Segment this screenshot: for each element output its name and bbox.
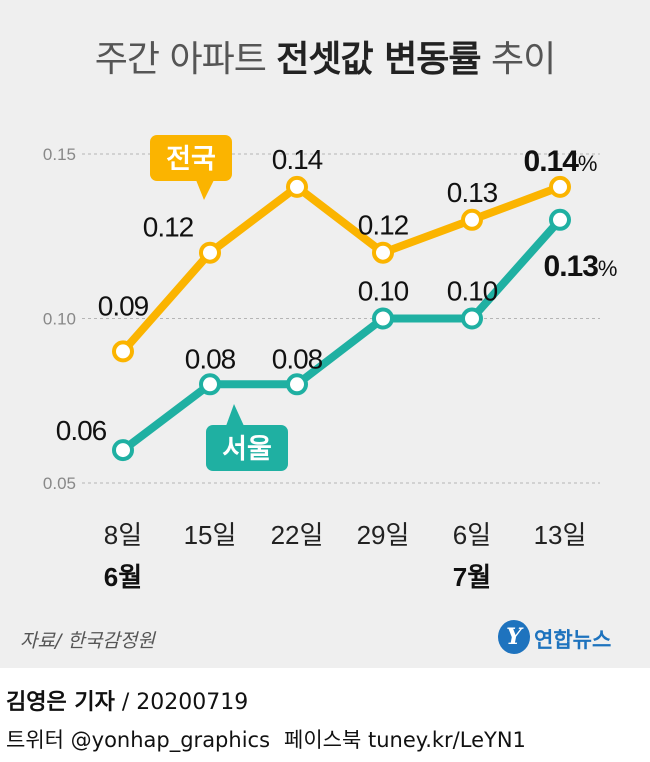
month-label: 7월 — [453, 562, 491, 592]
month-label: 6월 — [104, 562, 142, 592]
data-label: 0.10 — [447, 276, 498, 307]
data-label-unit: % — [598, 256, 617, 281]
data-label: 0.12 — [143, 212, 194, 243]
data-point — [112, 340, 134, 363]
title-regular-left: 주간 아파트 — [94, 39, 267, 80]
title-bold: 전셋값 변동률 — [276, 39, 481, 80]
data-point — [199, 241, 221, 264]
yonhap-logo: Y 연합뉴스 — [498, 618, 638, 658]
legend-callout-tail — [226, 404, 244, 426]
byline-date: / 20200719 — [114, 690, 249, 715]
series-line-0 — [119, 182, 564, 356]
legend-callout-1 — [206, 425, 288, 471]
title-regular-right: 추이 — [490, 39, 556, 80]
yonhap-logo-text: 연합뉴스 — [534, 628, 612, 652]
data-label: 0.10 — [358, 276, 409, 307]
legend-label: 전국 — [166, 144, 216, 174]
data-label: 0.14 — [272, 144, 323, 175]
y-tick-label: 0.15 — [43, 145, 76, 164]
data-point — [372, 241, 394, 264]
y-tick-label: 0.05 — [43, 474, 76, 493]
graphic-background — [0, 0, 650, 668]
data-point — [199, 373, 221, 396]
twitter-handle: 트위터 @yonhap_graphics — [6, 728, 271, 752]
reporter-name: 김영은 기자 — [6, 690, 115, 715]
data-point — [461, 208, 483, 231]
data-point — [549, 208, 571, 231]
data-label: 0.08 — [272, 343, 323, 374]
data-label: 0.06 — [56, 415, 107, 446]
data-point — [112, 439, 134, 462]
legend-label: 서울 — [222, 434, 272, 464]
series-line-1 — [119, 215, 564, 455]
data-label-unit: % — [578, 151, 597, 176]
source-note: 자료/ 한국감정원 — [20, 630, 155, 652]
x-tick-label: 13일 — [534, 520, 587, 550]
data-label: 0.14% — [524, 145, 597, 178]
data-point — [286, 373, 308, 396]
x-tick-label: 6일 — [453, 520, 491, 550]
y-tick-label: 0.10 — [43, 310, 76, 329]
x-tick-label: 22일 — [271, 520, 324, 550]
data-label: 0.13% — [544, 250, 617, 283]
legend-callout-0 — [150, 135, 232, 181]
social-links: 트위터 @yonhap_graphics 페이스북 tuney.kr/LeYN1 — [6, 724, 526, 754]
x-tick-label: 8일 — [104, 520, 142, 550]
data-point — [372, 307, 394, 330]
line-chart: 0.05 0.10 0.15 8일 15일 22일 29일 6일 13일 6월 7월 0.09 0.12… — [43, 135, 618, 592]
data-point — [549, 175, 571, 198]
data-label: 0.09 — [98, 290, 149, 321]
x-tick-label: 29일 — [357, 520, 410, 550]
byline: 김영은 기자 / 20200719 — [6, 684, 248, 716]
x-tick-label: 15일 — [184, 520, 237, 550]
yonhap-emblem-icon: Y — [498, 620, 530, 654]
data-label: 0.08 — [185, 343, 236, 374]
data-label: 0.12 — [358, 210, 409, 241]
facebook-link: 페이스북 tuney.kr/LeYN1 — [284, 728, 526, 752]
data-point — [461, 307, 483, 330]
data-point — [286, 175, 308, 198]
chart-title: 주간 아파트 전셋값 변동률 추이 — [0, 30, 650, 82]
data-label: 0.13 — [447, 177, 498, 208]
legend-callout-tail — [196, 180, 214, 200]
